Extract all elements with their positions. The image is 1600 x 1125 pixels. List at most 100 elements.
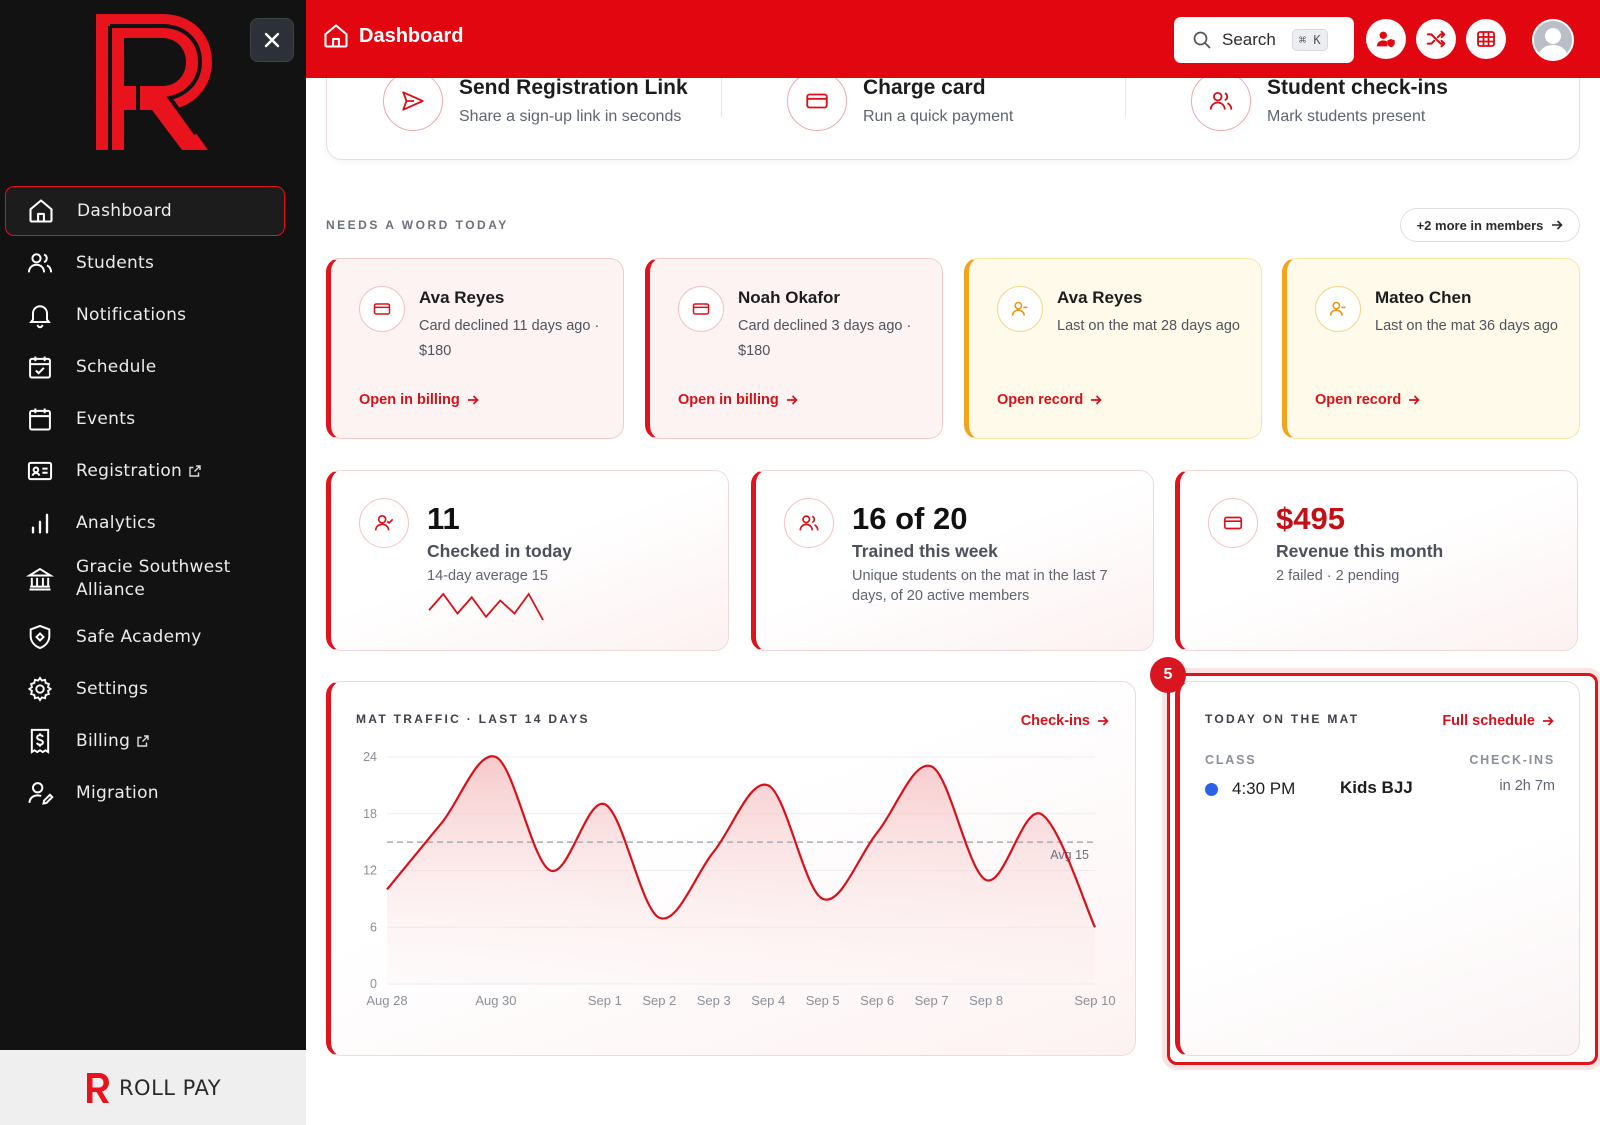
stat-label: Revenue this month: [1276, 541, 1444, 561]
sidebar-item-schedule[interactable]: Schedule: [5, 342, 285, 392]
user-alert-icon: [1376, 31, 1395, 48]
x-tick-label: Aug 28: [366, 993, 407, 1008]
stat-label: Trained this week: [852, 541, 998, 561]
more-in-members-button[interactable]: +2 more in members: [1400, 208, 1580, 242]
main-content: Send Registration Link Share a sign-up li…: [306, 0, 1600, 1125]
average-label: Avg 15: [1050, 848, 1089, 862]
arrow-right-icon: [467, 394, 479, 406]
sidebar-item-label: Billing: [76, 731, 131, 751]
checkins-sparkline: [428, 592, 544, 621]
mat-traffic-card: MAT TRAFFIC · LAST 14 DAYS Check-ins 0 6 1…: [326, 681, 1136, 1056]
more-in-members-label: +2 more in members: [1416, 217, 1544, 233]
class-color-dot: [1205, 783, 1218, 796]
x-tick-label: Sep 2: [642, 993, 676, 1008]
x-tick-label: Sep 3: [697, 993, 731, 1008]
full-schedule-link[interactable]: Full schedule: [1442, 713, 1554, 729]
column-header-check-ins: CHECK-INS: [1469, 753, 1555, 767]
link-label: Open in billing: [359, 392, 460, 408]
sidebar-item-label: Events: [76, 409, 136, 429]
sidebar-item-safe-academy[interactable]: Safe Academy: [5, 612, 285, 662]
sparkline-path: [428, 592, 544, 621]
sidebar-item-label: Safe Academy: [76, 627, 202, 647]
search-button[interactable]: Search ⌘ K: [1174, 17, 1354, 63]
card-icon: [678, 286, 724, 332]
open-in-billing-link[interactable]: Open in billing: [359, 392, 479, 408]
check-ins-link[interactable]: Check-ins: [1021, 713, 1109, 729]
quick-action-title: Student check-ins: [1267, 76, 1448, 99]
alert-card: Ava Reyes Card declined 11 days ago · $1…: [326, 258, 624, 439]
close-sidebar-button[interactable]: [250, 18, 294, 62]
sidebar-item-events[interactable]: Events: [5, 394, 285, 444]
user-minus-icon: [997, 286, 1043, 332]
send-icon: [383, 71, 443, 131]
quick-action-charge-card[interactable]: Charge card Run a quick payment: [787, 71, 1013, 131]
roll-logo[interactable]: [90, 10, 220, 155]
bell-icon: [25, 300, 55, 330]
sidebar-footer-brand: ROLL PAY: [0, 1050, 306, 1125]
link-label: Open record: [997, 392, 1084, 408]
users-icon: [25, 248, 55, 278]
sidebar-item-label: Students: [76, 253, 155, 273]
stat-value: 16 of 20: [852, 501, 968, 536]
user-edit-icon: [25, 778, 55, 808]
sidebar-item-billing[interactable]: Billing: [5, 716, 285, 766]
highlight-frame: [1167, 673, 1598, 1065]
sidebar-item-migration[interactable]: Migration: [5, 768, 285, 818]
search-label: Search: [1222, 30, 1276, 49]
divider: [721, 73, 722, 117]
sidebar-item-registration[interactable]: Registration: [5, 446, 285, 496]
alert-description: Last on the mat 28 days ago: [1057, 318, 1240, 334]
dollar-receipt-icon: [25, 726, 55, 756]
quick-action-send-registration-link[interactable]: Send Registration Link Share a sign-up li…: [383, 71, 688, 131]
sidebar-item-settings[interactable]: Settings: [5, 664, 285, 714]
class-time: 4:30 PM: [1232, 779, 1296, 798]
quick-action-subtitle: Run a quick payment: [863, 108, 1014, 125]
open-in-billing-link[interactable]: Open in billing: [678, 392, 798, 408]
brand-name: ROLL PAY: [118, 1075, 222, 1100]
series-line: [386, 755, 1096, 928]
arrow-right-icon: [1097, 715, 1109, 727]
open-record-link[interactable]: Open record: [997, 392, 1102, 408]
column-header-class: CLASS: [1205, 753, 1257, 767]
sidebar-item-label: Schedule: [76, 357, 157, 377]
quick-action-subtitle: Share a sign-up link in seconds: [459, 108, 682, 125]
user-alert-button[interactable]: [1366, 19, 1406, 59]
shuffle-button[interactable]: [1416, 19, 1456, 59]
alert-name: Mateo Chen: [1375, 288, 1472, 307]
external-link-icon: [136, 734, 150, 748]
stat-card-trained-this-week[interactable]: 16 of 20 Trained this week Unique studen…: [751, 470, 1154, 651]
quick-action-subtitle: Mark students present: [1267, 108, 1426, 125]
page-title-text: Dashboard: [359, 24, 464, 47]
stat-card-checked-in[interactable]: 11 Checked in today 14-day average 15: [326, 470, 729, 651]
sidebar-item-label: Registration: [76, 461, 183, 481]
quick-action-title: Charge card: [863, 76, 986, 99]
arrow-right-icon: [1090, 394, 1102, 406]
open-record-link[interactable]: Open record: [1315, 392, 1420, 408]
card-icon: [359, 286, 405, 332]
stat-value: 11: [427, 501, 460, 536]
sidebar-item-dashboard[interactable]: Dashboard: [5, 186, 285, 236]
link-label: Open in billing: [678, 392, 779, 408]
sidebar-item-analytics[interactable]: Analytics: [5, 498, 285, 548]
alert-description: Card declined 3 days ago · $180: [738, 318, 912, 359]
grid-button[interactable]: [1466, 19, 1506, 59]
arrow-right-icon: [1542, 715, 1554, 727]
quick-action-student-check-ins[interactable]: Student check-ins Mark students present: [1191, 71, 1448, 131]
x-tick-label: Sep 7: [915, 993, 949, 1008]
today-on-the-mat-card: TODAY ON THE MAT Full schedule CLASS CHE…: [1175, 681, 1580, 1056]
bar-chart-icon: [25, 508, 55, 538]
arrow-right-icon: [786, 394, 798, 406]
avatar[interactable]: [1532, 19, 1574, 61]
y-tick-label: 0: [370, 977, 377, 991]
calendar-icon: [25, 404, 55, 434]
bank-icon: [25, 564, 55, 594]
card-title: TODAY ON THE MAT: [1205, 712, 1360, 726]
sidebar-item-notifications[interactable]: Notifications: [5, 290, 285, 340]
users-icon: [1191, 71, 1251, 131]
sidebar-item-label: Settings: [76, 679, 149, 699]
x-tick-label: Sep 4: [751, 993, 785, 1008]
sidebar-item-students[interactable]: Students: [5, 238, 285, 288]
y-tick-label: 12: [363, 864, 377, 878]
stat-card-revenue[interactable]: $495 Revenue this month 2 failed · 2 pen…: [1175, 470, 1578, 651]
sidebar-item-gracie-southwest-alliance[interactable]: Gracie Southwest Alliance: [5, 550, 285, 608]
